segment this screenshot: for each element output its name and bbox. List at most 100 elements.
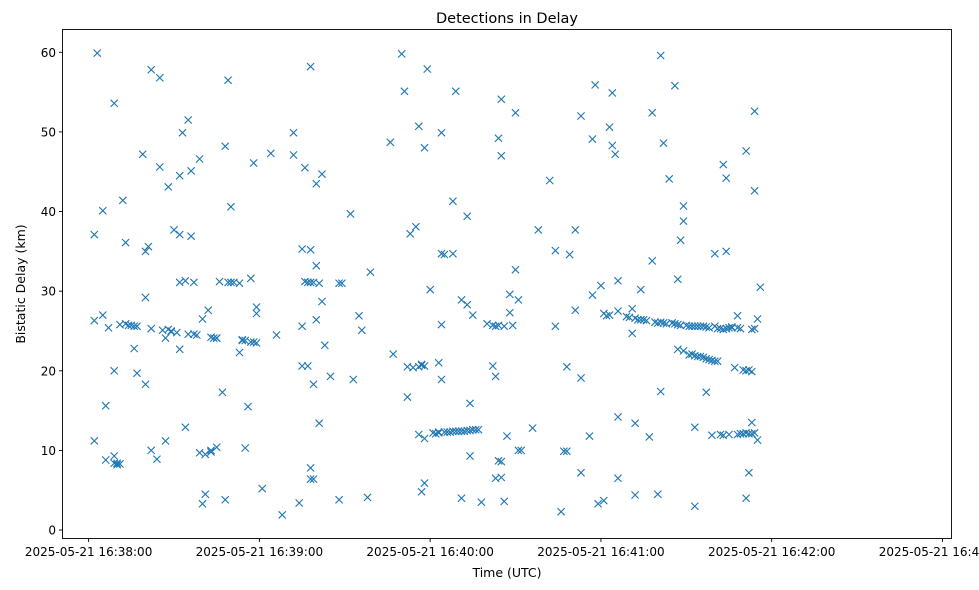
data-point xyxy=(189,278,198,287)
y-tick-label: 10 xyxy=(41,444,56,458)
y-axis-label: Bistatic Delay (km) xyxy=(13,224,28,343)
data-point xyxy=(719,325,728,334)
data-point xyxy=(184,330,193,339)
data-point xyxy=(295,499,304,507)
data-point xyxy=(238,335,247,344)
data-point xyxy=(181,423,190,432)
data-point xyxy=(437,249,446,258)
data-point xyxy=(235,279,244,288)
data-point xyxy=(195,448,204,457)
data-point xyxy=(659,139,668,148)
data-point xyxy=(477,498,486,507)
data-point xyxy=(426,285,435,294)
data-point xyxy=(494,456,503,465)
data-point xyxy=(207,448,215,456)
data-point xyxy=(417,361,426,370)
data-point xyxy=(719,160,728,169)
data-point xyxy=(110,99,119,108)
data-point xyxy=(514,446,523,455)
data-point xyxy=(98,206,107,215)
data-point xyxy=(614,413,622,421)
data-point xyxy=(699,322,708,331)
data-point xyxy=(104,323,113,332)
data-point xyxy=(656,387,665,396)
data-point xyxy=(189,330,198,339)
data-point xyxy=(93,49,102,58)
data-point xyxy=(577,112,585,120)
data-point xyxy=(420,362,429,370)
data-point xyxy=(651,318,659,327)
data-point xyxy=(298,322,307,331)
data-point xyxy=(631,491,640,499)
data-point xyxy=(201,490,210,499)
data-point xyxy=(511,265,520,274)
data-point xyxy=(215,277,224,286)
data-point xyxy=(497,473,506,482)
data-point xyxy=(397,49,406,58)
data-point xyxy=(713,357,722,366)
data-point xyxy=(571,225,580,234)
data-point xyxy=(423,65,432,73)
data-point xyxy=(246,274,255,283)
data-point xyxy=(730,363,739,372)
data-point xyxy=(648,108,657,117)
data-point xyxy=(656,318,665,327)
data-point xyxy=(591,80,600,89)
data-point xyxy=(747,367,756,376)
data-point xyxy=(614,276,622,285)
data-point xyxy=(608,141,617,150)
data-point xyxy=(483,319,492,328)
data-point xyxy=(337,279,346,288)
data-point xyxy=(562,447,571,456)
data-point xyxy=(198,315,207,323)
data-point xyxy=(298,245,307,253)
data-point xyxy=(167,327,176,335)
data-point xyxy=(725,323,733,332)
data-point xyxy=(739,429,748,438)
data-point xyxy=(571,306,580,315)
data-point xyxy=(113,460,122,469)
data-point xyxy=(101,456,110,464)
data-point xyxy=(605,123,614,132)
data-point xyxy=(175,171,184,180)
data-point xyxy=(309,380,318,389)
data-point xyxy=(366,268,375,277)
data-point xyxy=(184,116,193,124)
data-point xyxy=(614,474,622,483)
data-point xyxy=(673,275,682,284)
data-points xyxy=(90,49,765,519)
data-point xyxy=(508,321,517,330)
data-point xyxy=(403,393,412,402)
data-point xyxy=(172,328,181,337)
data-point xyxy=(631,419,640,428)
data-point xyxy=(559,447,568,456)
data-point xyxy=(252,338,261,347)
data-point xyxy=(420,143,429,152)
data-point xyxy=(192,331,201,339)
data-point xyxy=(702,354,711,363)
data-point xyxy=(588,135,597,144)
data-point xyxy=(744,468,753,477)
data-point xyxy=(175,278,184,287)
data-point xyxy=(209,334,218,343)
data-point xyxy=(696,352,705,361)
data-point xyxy=(742,147,751,155)
data-point xyxy=(252,303,261,312)
data-point xyxy=(585,432,594,441)
x-tick-label: 2025-05-21 16:42:00 xyxy=(708,545,835,559)
data-point xyxy=(138,150,147,159)
data-point xyxy=(434,358,443,367)
data-point xyxy=(349,375,358,384)
data-point xyxy=(437,128,446,137)
data-point xyxy=(605,311,614,320)
data-point xyxy=(665,174,674,183)
data-point xyxy=(742,494,751,503)
data-point xyxy=(551,246,560,255)
data-point xyxy=(306,245,315,254)
data-point xyxy=(747,418,756,427)
data-point xyxy=(702,323,711,331)
data-point xyxy=(312,261,321,270)
data-point xyxy=(653,490,662,499)
